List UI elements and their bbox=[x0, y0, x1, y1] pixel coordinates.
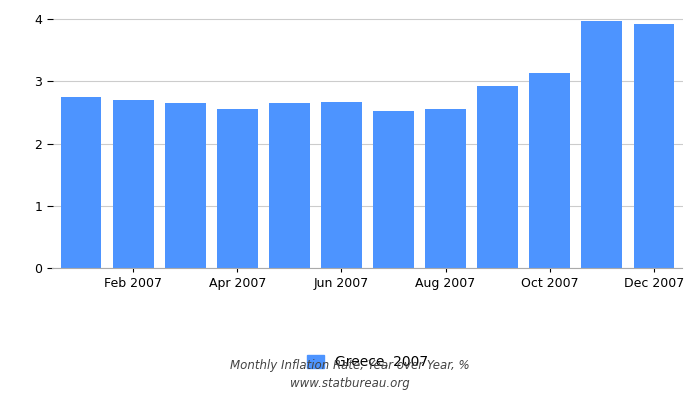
Bar bbox=[426, 110, 466, 268]
Bar bbox=[217, 110, 258, 268]
Bar bbox=[269, 103, 309, 268]
Text: www.statbureau.org: www.statbureau.org bbox=[290, 378, 410, 390]
Bar bbox=[529, 74, 570, 268]
Bar bbox=[582, 21, 622, 268]
Bar bbox=[634, 24, 674, 268]
Text: Monthly Inflation Rate, Year over Year, %: Monthly Inflation Rate, Year over Year, … bbox=[230, 360, 470, 372]
Bar bbox=[165, 103, 206, 268]
Bar bbox=[477, 86, 518, 268]
Bar bbox=[61, 97, 102, 268]
Bar bbox=[373, 111, 414, 268]
Bar bbox=[113, 100, 153, 268]
Legend: Greece, 2007: Greece, 2007 bbox=[307, 356, 428, 370]
Bar bbox=[321, 102, 362, 268]
